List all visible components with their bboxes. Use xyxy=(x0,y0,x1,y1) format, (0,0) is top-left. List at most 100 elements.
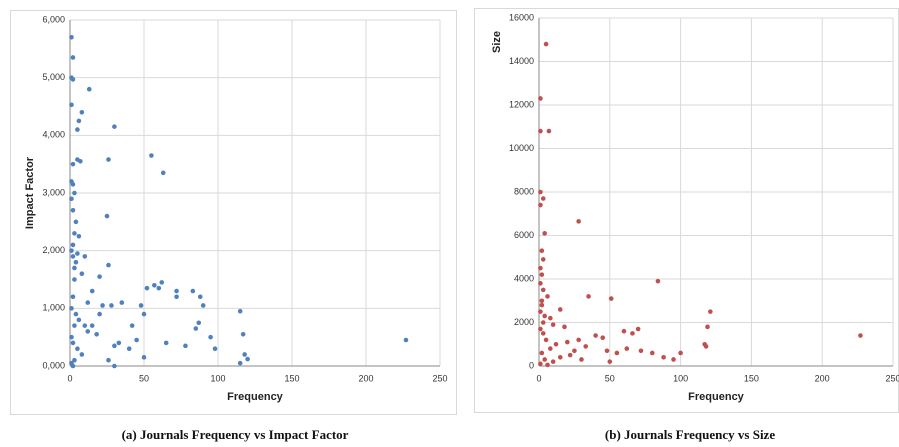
data-point xyxy=(75,251,80,256)
x-tick-label: 0 xyxy=(536,373,541,383)
x-axis-title: Frequency xyxy=(688,391,745,403)
data-point xyxy=(141,355,147,360)
data-point xyxy=(69,306,74,311)
data-point xyxy=(89,288,95,294)
data-point xyxy=(630,331,635,336)
data-point xyxy=(112,343,117,349)
data-point xyxy=(94,331,99,337)
y-tick-label: 6000 xyxy=(514,230,534,240)
data-point xyxy=(70,208,76,213)
caption: (a) Journals Frequency vs Impact Factor xyxy=(122,427,349,442)
data-point xyxy=(538,202,543,208)
data-point xyxy=(540,331,546,336)
data-point xyxy=(539,298,545,304)
data-point xyxy=(72,277,77,282)
data-point xyxy=(538,281,543,286)
data-point xyxy=(661,355,666,360)
data-point xyxy=(75,127,80,132)
y-tick-label: 8000 xyxy=(514,186,534,196)
y-tick-label: 0 xyxy=(529,360,534,370)
data-point xyxy=(159,280,165,285)
data-point xyxy=(608,296,614,301)
data-point xyxy=(703,344,709,349)
data-point xyxy=(119,300,125,305)
data-point xyxy=(106,357,111,363)
data-point xyxy=(543,337,549,343)
data-point xyxy=(72,190,77,196)
data-point xyxy=(104,213,110,219)
data-point xyxy=(193,326,199,331)
data-point xyxy=(149,153,154,158)
data-point xyxy=(540,320,546,325)
x-axis-title: Frequency xyxy=(227,391,284,403)
data-point xyxy=(538,326,543,332)
data-point xyxy=(82,323,88,328)
data-point xyxy=(75,346,80,352)
chart-frame xyxy=(10,10,457,415)
data-point xyxy=(545,294,550,299)
data-point xyxy=(78,158,83,164)
data-point xyxy=(72,231,77,236)
data-point xyxy=(539,302,545,308)
data-point xyxy=(106,157,111,162)
data-point xyxy=(237,308,243,314)
data-point xyxy=(638,348,644,354)
data-point xyxy=(604,348,610,354)
data-point xyxy=(69,196,74,202)
data-point xyxy=(540,257,546,262)
data-point xyxy=(97,311,102,317)
data-point xyxy=(85,300,91,305)
data-point xyxy=(126,346,132,352)
data-point xyxy=(586,294,591,299)
y-tick-label: 4000 xyxy=(514,273,534,283)
data-point xyxy=(85,329,91,334)
data-point xyxy=(70,242,76,248)
data-point xyxy=(141,311,147,317)
data-point xyxy=(635,326,641,332)
x-tick-label: 250 xyxy=(432,373,447,383)
data-point xyxy=(245,356,250,362)
chart-frame xyxy=(474,8,899,413)
data-point xyxy=(73,259,79,265)
data-point xyxy=(70,340,76,346)
data-point xyxy=(543,41,549,47)
y-axis-title: Impact Factor xyxy=(24,156,36,229)
data-point xyxy=(705,324,710,330)
data-point xyxy=(539,248,545,254)
data-point xyxy=(97,274,102,279)
data-point xyxy=(553,341,559,347)
data-point xyxy=(73,219,79,225)
data-point xyxy=(163,340,169,346)
data-point xyxy=(621,328,627,334)
data-point xyxy=(538,309,543,314)
data-point xyxy=(138,303,144,308)
data-point xyxy=(542,231,547,236)
data-point xyxy=(576,337,581,343)
data-point xyxy=(156,285,162,291)
data-point xyxy=(539,350,545,356)
data-point xyxy=(109,303,114,308)
x-tick-label: 50 xyxy=(139,373,149,383)
data-point xyxy=(76,317,82,323)
data-point xyxy=(539,272,545,277)
x-tick-label: 50 xyxy=(605,373,615,383)
data-point xyxy=(174,294,179,300)
x-tick-label: 250 xyxy=(885,373,899,383)
data-point xyxy=(583,344,589,349)
data-point xyxy=(538,128,543,134)
data-point xyxy=(579,357,584,362)
data-point xyxy=(79,109,85,115)
data-point xyxy=(196,320,202,326)
data-point xyxy=(550,322,556,327)
data-point xyxy=(562,324,567,330)
data-point xyxy=(538,265,543,271)
data-point xyxy=(572,348,577,354)
data-point xyxy=(86,86,92,92)
data-point xyxy=(858,333,863,338)
data-point xyxy=(82,254,88,259)
data-point xyxy=(72,323,77,328)
data-point xyxy=(208,334,213,340)
data-point xyxy=(550,359,556,364)
data-point xyxy=(69,334,74,340)
data-point xyxy=(100,303,105,308)
